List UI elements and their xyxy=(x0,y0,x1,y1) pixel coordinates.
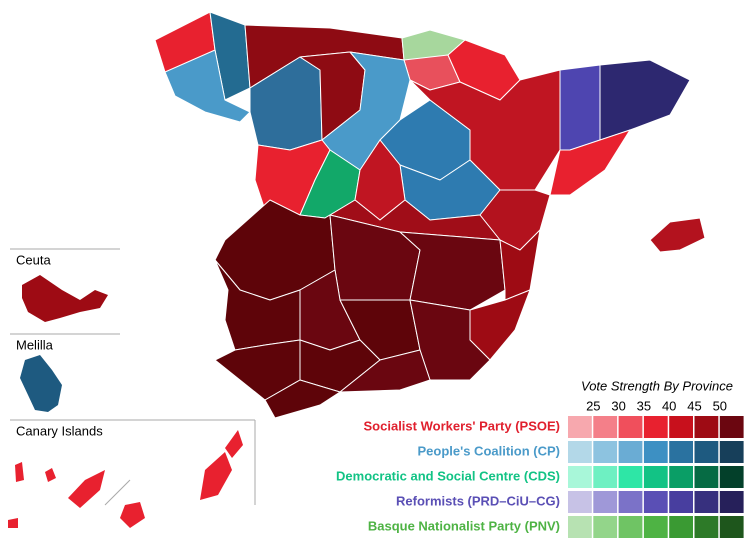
legend-swatch xyxy=(568,441,592,463)
island xyxy=(120,502,145,528)
legend-swatch xyxy=(643,491,668,513)
party-label: Reformists (PRD–CiU–CG) xyxy=(396,493,560,508)
legend-swatch xyxy=(719,491,744,513)
legend-swatch xyxy=(719,516,744,538)
legend-swatch xyxy=(719,466,744,488)
island xyxy=(8,518,18,528)
province xyxy=(549,129,631,196)
canary-islands xyxy=(8,430,243,528)
legend-swatch xyxy=(719,441,744,463)
legend-swatch xyxy=(694,416,719,438)
legend-swatch xyxy=(568,416,592,438)
legend-swatch xyxy=(618,441,643,463)
province xyxy=(649,217,706,253)
legend-swatch xyxy=(694,441,719,463)
legend-threshold: 40 xyxy=(662,398,676,413)
legend-swatch xyxy=(669,466,693,488)
legend-threshold: 35 xyxy=(637,398,651,413)
legend-swatch xyxy=(593,416,618,438)
island xyxy=(200,452,232,500)
province xyxy=(339,349,431,393)
legend-swatch xyxy=(643,516,668,538)
legend-swatch xyxy=(568,466,592,488)
legend-swatch xyxy=(593,516,618,538)
province xyxy=(559,64,601,151)
legend-swatch xyxy=(593,491,618,513)
legend-threshold: 45 xyxy=(687,398,701,413)
party-label: Socialist Workers' Party (PSOE) xyxy=(364,418,560,433)
inset-label: Canary Islands xyxy=(16,423,103,438)
legend-swatch xyxy=(568,516,592,538)
mainland xyxy=(154,11,706,419)
island xyxy=(225,430,243,458)
legend-swatch xyxy=(669,441,693,463)
party-label: People's Coalition (CP) xyxy=(418,443,561,458)
island xyxy=(68,470,105,508)
legend-swatch xyxy=(694,516,719,538)
legend-swatch xyxy=(694,466,719,488)
legend-title: Vote Strength By Province xyxy=(581,378,733,393)
legend-swatch xyxy=(643,441,668,463)
legend-swatch xyxy=(719,416,744,438)
legend-swatch xyxy=(669,491,693,513)
legend-swatch xyxy=(568,491,592,513)
legend: 25 30 35 40 45 50 Socialist Workers' Party (PS… xyxy=(336,398,744,538)
legend-swatch xyxy=(669,416,693,438)
legend-swatch xyxy=(694,491,719,513)
legend-swatch xyxy=(618,516,643,538)
inset-label: Melilla xyxy=(16,337,54,352)
melilla xyxy=(20,355,62,412)
island xyxy=(45,468,56,482)
province xyxy=(209,11,251,101)
province xyxy=(164,49,251,123)
party-label: Basque Nationalist Party (PNV) xyxy=(368,518,560,533)
legend-swatch xyxy=(593,466,618,488)
legend-swatch xyxy=(643,466,668,488)
island xyxy=(15,462,24,482)
province xyxy=(264,379,341,419)
province xyxy=(399,231,506,311)
legend-threshold: 50 xyxy=(713,398,727,413)
legend-swatch xyxy=(618,416,643,438)
party-label: Democratic and Social Centre (CDS) xyxy=(336,468,560,483)
legend-threshold: 30 xyxy=(611,398,625,413)
ceuta xyxy=(22,275,108,322)
province xyxy=(599,59,691,141)
inset-label: Ceuta xyxy=(16,252,51,267)
legend-swatch xyxy=(618,466,643,488)
legend-swatch xyxy=(643,416,668,438)
legend-swatch xyxy=(593,441,618,463)
legend-threshold: 25 xyxy=(586,398,600,413)
legend-swatch xyxy=(618,491,643,513)
inset-border xyxy=(104,479,131,506)
legend-swatch xyxy=(669,516,693,538)
